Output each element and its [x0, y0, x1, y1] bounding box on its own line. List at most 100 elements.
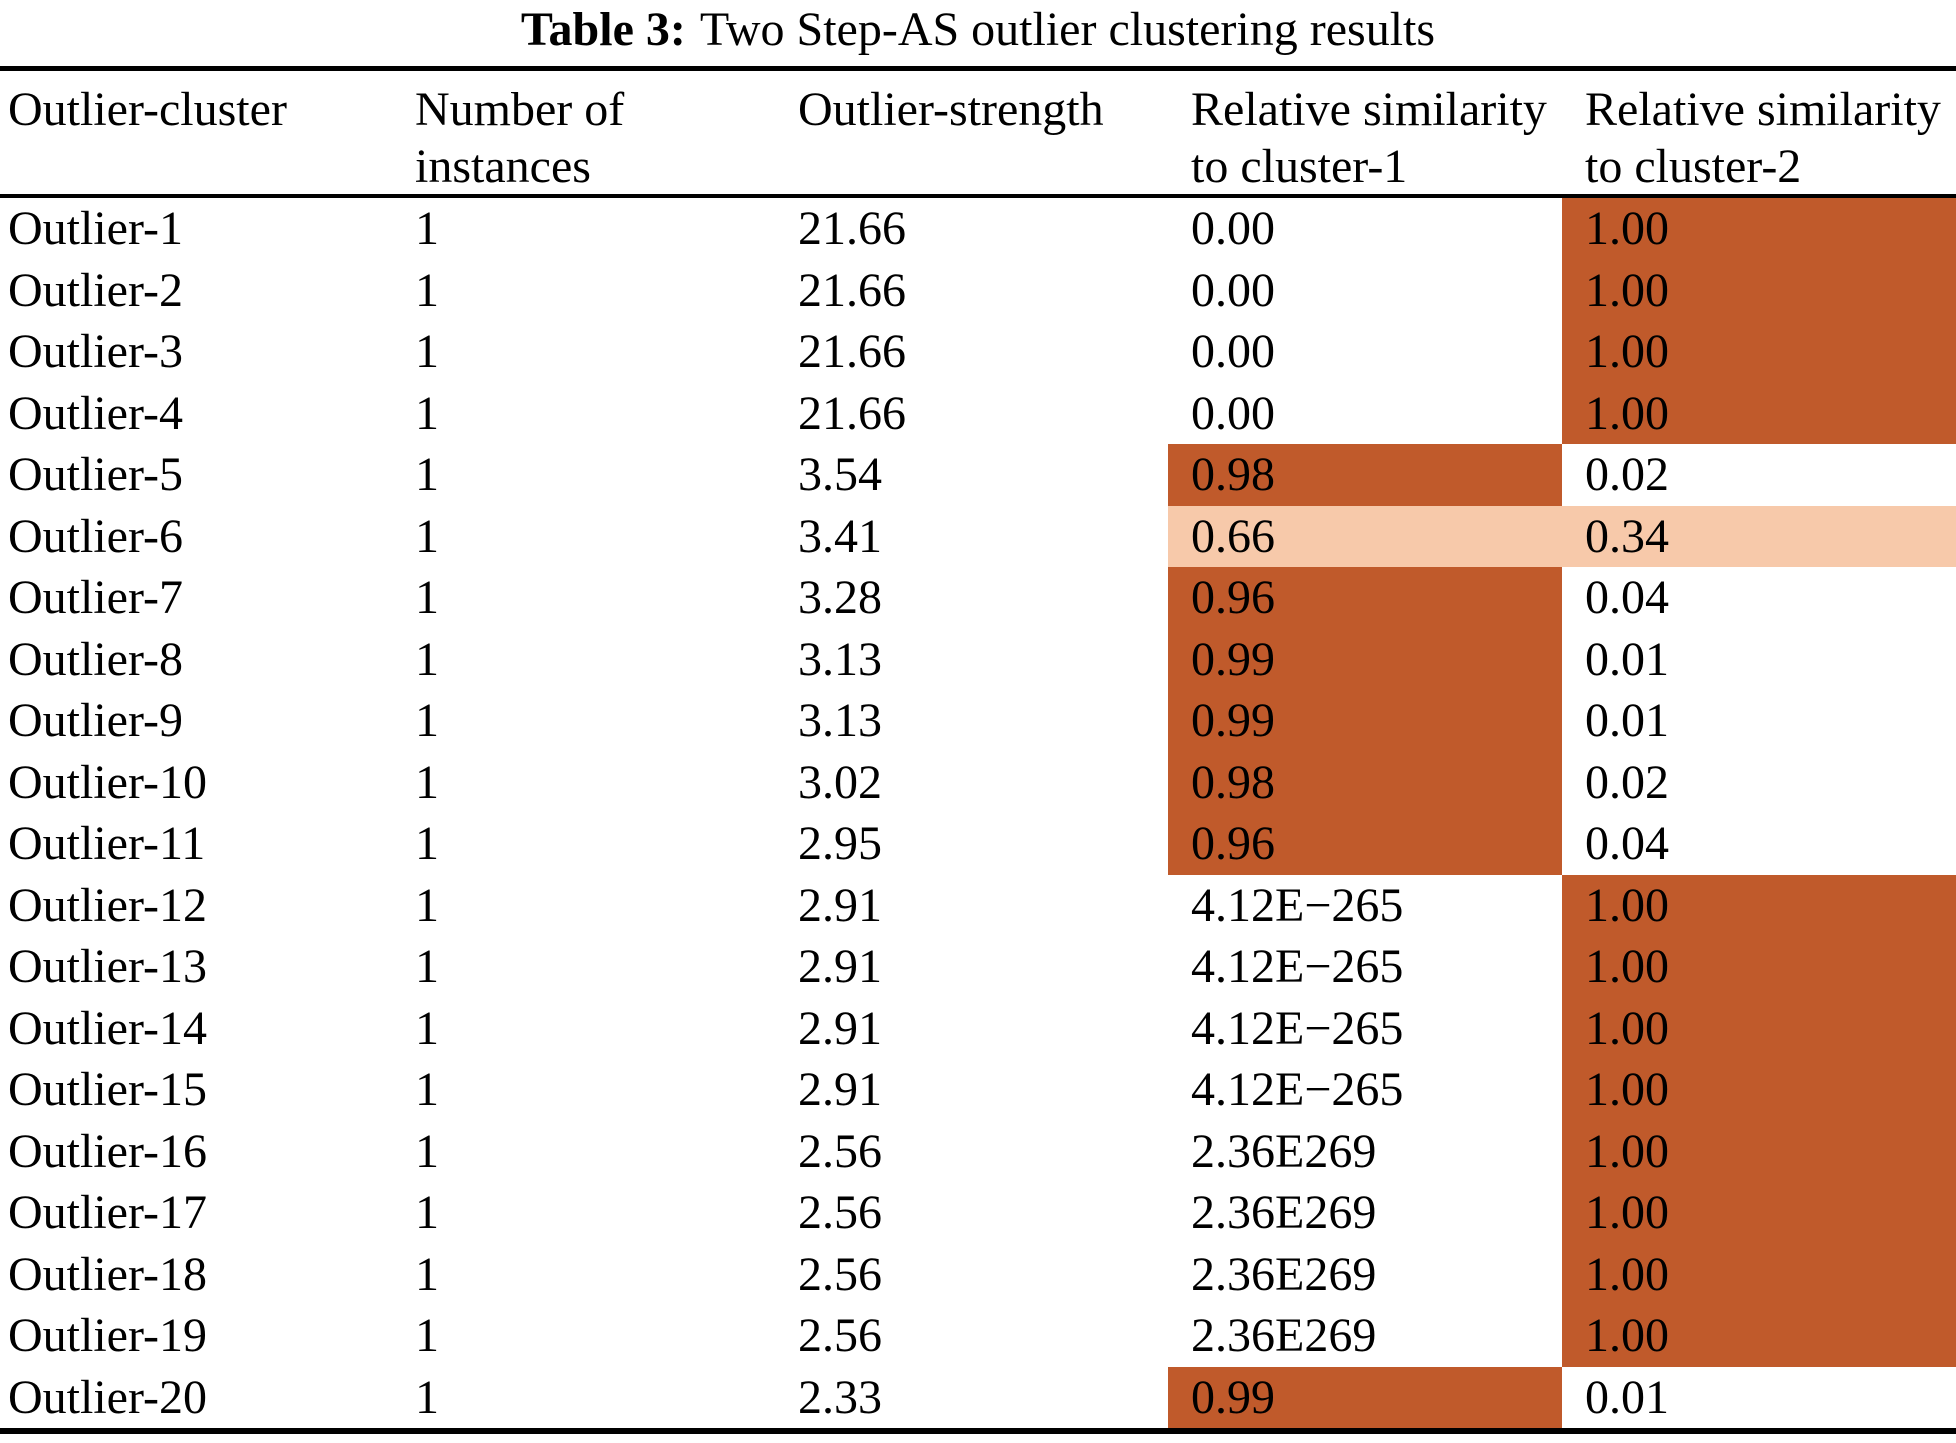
outlier-cluster-value: Outlier-17 — [8, 1186, 207, 1239]
outlier-strength-value: 2.56 — [798, 1186, 882, 1239]
cell-outlier-cluster: Outlier-6 — [0, 506, 392, 568]
outlier-strength-value: 21.66 — [798, 263, 906, 317]
cell-similarity-cluster-1: 4.12E−265 — [1168, 936, 1562, 998]
cell-outlier-strength: 2.91 — [775, 998, 1168, 1060]
cell-outlier-cluster: Outlier-4 — [0, 383, 392, 445]
cell-outlier-strength: 2.95 — [775, 813, 1168, 875]
outlier-strength-value: 2.91 — [798, 878, 882, 932]
number-of-instances-value: 1 — [415, 571, 439, 624]
cell-similarity-cluster-1: 0.00 — [1168, 198, 1562, 260]
outlier-strength-value: 2.95 — [798, 817, 882, 870]
number-of-instances-value: 1 — [415, 325, 439, 378]
cell-similarity-cluster-2: 1.00 — [1562, 1305, 1956, 1367]
outlier-cluster-value: Outlier-8 — [8, 632, 183, 686]
cell-similarity-cluster-2: 1.00 — [1562, 997, 1956, 1059]
similarity-cluster-2-value: 1.00 — [1585, 940, 1669, 993]
table-row: Outlier-14 1 2.91 4.12E−265 1.00 — [0, 997, 1956, 1060]
cell-outlier-strength: 2.91 — [775, 875, 1168, 937]
outlier-strength-value: 2.56 — [798, 1247, 882, 1301]
cell-number-of-instances: 1 — [392, 998, 775, 1060]
cell-similarity-cluster-1: 4.12E−265 — [1168, 875, 1562, 937]
cell-outlier-strength: 2.91 — [775, 1059, 1168, 1121]
table-row: Outlier-4 1 21.66 0.00 1.00 — [0, 382, 1956, 445]
similarity-cluster-1-value: 0.00 — [1191, 263, 1275, 317]
table-row: Outlier-3 1 21.66 0.00 1.00 — [0, 321, 1956, 383]
table-header-rule — [0, 194, 1956, 198]
cell-similarity-cluster-1: 0.96 — [1168, 567, 1562, 629]
header-outlier-strength-label: Outlier-strength — [798, 83, 1104, 136]
table-caption-text: Two Step-AS outlier clustering results — [699, 3, 1436, 56]
cell-outlier-strength: 21.66 — [775, 383, 1168, 445]
table-body: Outlier-1 1 21.66 0.00 1.00 Outlier-2 1 … — [0, 198, 1956, 1428]
cell-outlier-cluster: Outlier-12 — [0, 875, 392, 937]
number-of-instances-value: 1 — [415, 878, 439, 932]
similarity-cluster-1-value: 2.36E269 — [1191, 1247, 1377, 1301]
outlier-cluster-value: Outlier-5 — [8, 448, 183, 501]
cell-outlier-cluster: Outlier-20 — [0, 1367, 392, 1429]
similarity-cluster-2-value: 0.04 — [1585, 817, 1669, 870]
similarity-cluster-1-value: 2.36E269 — [1191, 1124, 1377, 1178]
number-of-instances-value: 1 — [415, 448, 439, 501]
cell-similarity-cluster-2: 0.01 — [1562, 690, 1956, 752]
cell-outlier-strength: 3.13 — [775, 690, 1168, 752]
cell-similarity-cluster-1: 0.99 — [1168, 1366, 1562, 1428]
cell-number-of-instances: 1 — [392, 567, 775, 629]
similarity-cluster-2-value: 1.00 — [1585, 1309, 1669, 1362]
cell-similarity-cluster-1: 0.96 — [1168, 813, 1562, 875]
similarity-cluster-1-value: 2.36E269 — [1191, 1186, 1377, 1239]
table-row: Outlier-18 1 2.56 2.36E269 1.00 — [0, 1243, 1956, 1306]
cell-number-of-instances: 1 — [392, 1244, 775, 1306]
cell-number-of-instances: 1 — [392, 383, 775, 445]
similarity-cluster-1-value: 0.66 — [1191, 509, 1275, 563]
table-caption: Table 3: Two Step-AS outlier clustering r… — [0, 0, 1956, 66]
outlier-strength-value: 2.56 — [798, 1309, 882, 1362]
number-of-instances-value: 1 — [415, 263, 439, 317]
similarity-cluster-1-value: 0.98 — [1191, 448, 1275, 501]
outlier-cluster-value: Outlier-4 — [8, 386, 183, 440]
table-row: Outlier-6 1 3.41 0.66 0.34 — [0, 505, 1956, 568]
cell-outlier-strength: 3.02 — [775, 752, 1168, 814]
cell-number-of-instances: 1 — [392, 444, 775, 506]
cell-similarity-cluster-2: 1.00 — [1562, 874, 1956, 936]
outlier-strength-value: 21.66 — [798, 386, 906, 440]
cell-number-of-instances: 1 — [392, 506, 775, 568]
cell-similarity-cluster-1: 0.99 — [1168, 628, 1562, 690]
cell-similarity-cluster-1: 0.00 — [1168, 260, 1562, 322]
header-similarity-cluster-1-line1: Relative similarity — [1191, 83, 1547, 136]
table-row: Outlier-11 1 2.95 0.96 0.04 — [0, 813, 1956, 875]
cell-similarity-cluster-1: 4.12E−265 — [1168, 998, 1562, 1060]
cell-similarity-cluster-2: 1.00 — [1562, 198, 1956, 260]
similarity-cluster-1-value: 0.00 — [1191, 325, 1275, 378]
cell-outlier-cluster: Outlier-19 — [0, 1305, 392, 1367]
header-outlier-cluster-label: Outlier-cluster — [8, 83, 287, 136]
cell-outlier-cluster: Outlier-11 — [0, 813, 392, 875]
cell-similarity-cluster-2: 1.00 — [1562, 259, 1956, 321]
outlier-strength-value: 3.13 — [798, 632, 882, 686]
cell-number-of-instances: 1 — [392, 875, 775, 937]
table-row: Outlier-17 1 2.56 2.36E269 1.00 — [0, 1182, 1956, 1244]
table-row: Outlier-20 1 2.33 0.99 0.01 — [0, 1366, 1956, 1429]
header-outlier-strength: Outlier-strength — [775, 81, 1168, 194]
cell-outlier-cluster: Outlier-10 — [0, 752, 392, 814]
number-of-instances-value: 1 — [415, 1247, 439, 1301]
outlier-strength-value: 3.28 — [798, 571, 882, 624]
outlier-strength-value: 21.66 — [798, 325, 906, 378]
similarity-cluster-1-value: 0.99 — [1191, 694, 1275, 747]
cell-outlier-strength: 2.91 — [775, 936, 1168, 998]
similarity-cluster-1-value: 2.36E269 — [1191, 1309, 1377, 1362]
similarity-cluster-2-value: 1.00 — [1585, 325, 1669, 378]
table-row: Outlier-12 1 2.91 4.12E−265 1.00 — [0, 874, 1956, 937]
cell-outlier-cluster: Outlier-3 — [0, 321, 392, 383]
cell-similarity-cluster-2: 0.04 — [1562, 813, 1956, 875]
cell-outlier-cluster: Outlier-5 — [0, 444, 392, 506]
cell-outlier-strength: 2.56 — [775, 1305, 1168, 1367]
outlier-cluster-value: Outlier-3 — [8, 325, 183, 378]
cell-similarity-cluster-2: 1.00 — [1562, 321, 1956, 383]
outlier-strength-value: 3.54 — [798, 448, 882, 501]
table-bottom-rule — [0, 1428, 1956, 1434]
table-top-rule — [0, 66, 1956, 71]
cell-similarity-cluster-1: 0.66 — [1168, 505, 1562, 567]
similarity-cluster-2-value: 0.04 — [1585, 571, 1669, 624]
cell-similarity-cluster-1: 2.36E269 — [1168, 1244, 1562, 1306]
number-of-instances-value: 1 — [415, 509, 439, 563]
